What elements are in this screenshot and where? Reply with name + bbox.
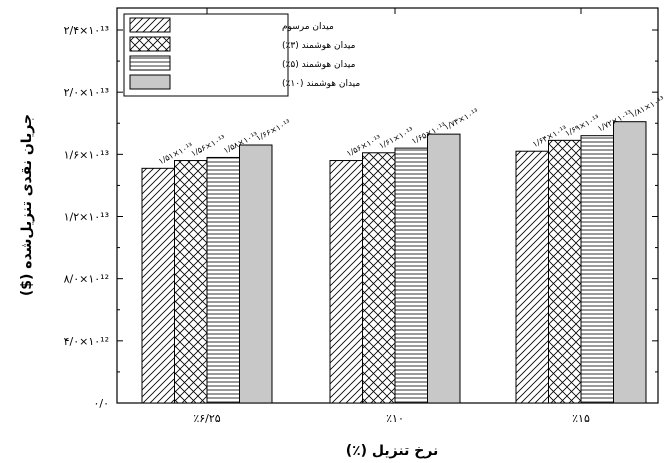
bar-crosshatch-2 bbox=[548, 139, 582, 404]
legend: میدان مرسوم میدان هوشمند (۳٪) میدان هوشمند… bbox=[123, 13, 360, 97]
legend-swatch-horizontal bbox=[129, 55, 171, 71]
legend-entry-label: میدان هوشمند (۱۰٪) bbox=[282, 79, 360, 89]
bar-diagonal-0 bbox=[141, 167, 175, 404]
bar-value-label: ۱/۸۱×۱۰¹³ bbox=[629, 95, 666, 120]
bar-crosshatch-0 bbox=[174, 160, 208, 404]
y-tick-label: ۲/۴×۱۰¹³ bbox=[64, 24, 109, 37]
y-axis-title: جریان نقدی تنزیل‌شده ($) bbox=[19, 114, 35, 296]
x-category-label: ٪۶/۲۵ bbox=[193, 412, 220, 425]
y-axis: ۰/۰ ۴/۰×۱۰¹² ۸/۰×۱۰¹² ۱/۲×۱۰¹³ ۱/۶×۱۰¹³ ۲/۰×۱… bbox=[64, 24, 658, 410]
legend-entry-label: میدان مرسوم bbox=[282, 22, 334, 32]
bar-crosshatch-1 bbox=[362, 152, 396, 404]
bar-solid-0 bbox=[239, 144, 273, 404]
bar-value-label: ۱/۷۳×۱۰¹³ bbox=[443, 107, 480, 132]
y-tick-label: ۰/۰ bbox=[93, 397, 109, 410]
bar-solid-2 bbox=[613, 121, 647, 404]
bar-diagonal-2 bbox=[515, 150, 549, 404]
bar-diagonal-1 bbox=[329, 160, 363, 404]
y-tick-label: ۱/۶×۱۰¹³ bbox=[64, 148, 109, 161]
y-tick-label: ۸/۰×۱۰¹² bbox=[64, 273, 109, 286]
legend-entry-label: میدان هوشمند (۵٪) bbox=[282, 60, 356, 70]
bar-solid-1 bbox=[427, 133, 461, 404]
bar-horizontal-2 bbox=[580, 135, 614, 404]
y-tick-label: ۲/۰×۱۰¹³ bbox=[64, 86, 109, 99]
legend-swatch-crosshatch bbox=[129, 36, 171, 52]
y-tick-label: ۱/۲×۱۰¹³ bbox=[64, 211, 109, 224]
x-category-label: ٪۱۰ bbox=[386, 412, 404, 425]
legend-swatch-diagonal bbox=[129, 17, 171, 33]
bar-value-label: ۱/۶۶×۱۰¹³ bbox=[255, 118, 292, 143]
legend-entry-label: میدان هوشمند (۳٪) bbox=[282, 41, 356, 51]
x-axis-title: نرخ تنزیل (٪) bbox=[346, 443, 439, 459]
bars-group bbox=[141, 121, 647, 404]
y-tick-label: ۴/۰×۱۰¹² bbox=[64, 335, 109, 348]
bar-horizontal-1 bbox=[394, 147, 428, 404]
bar-horizontal-0 bbox=[206, 156, 240, 404]
bar-value-label: ۱/۵۶×۱۰¹³ bbox=[190, 133, 227, 158]
x-category-label: ٪۱۵ bbox=[572, 412, 590, 425]
legend-swatch-solid bbox=[129, 74, 171, 90]
